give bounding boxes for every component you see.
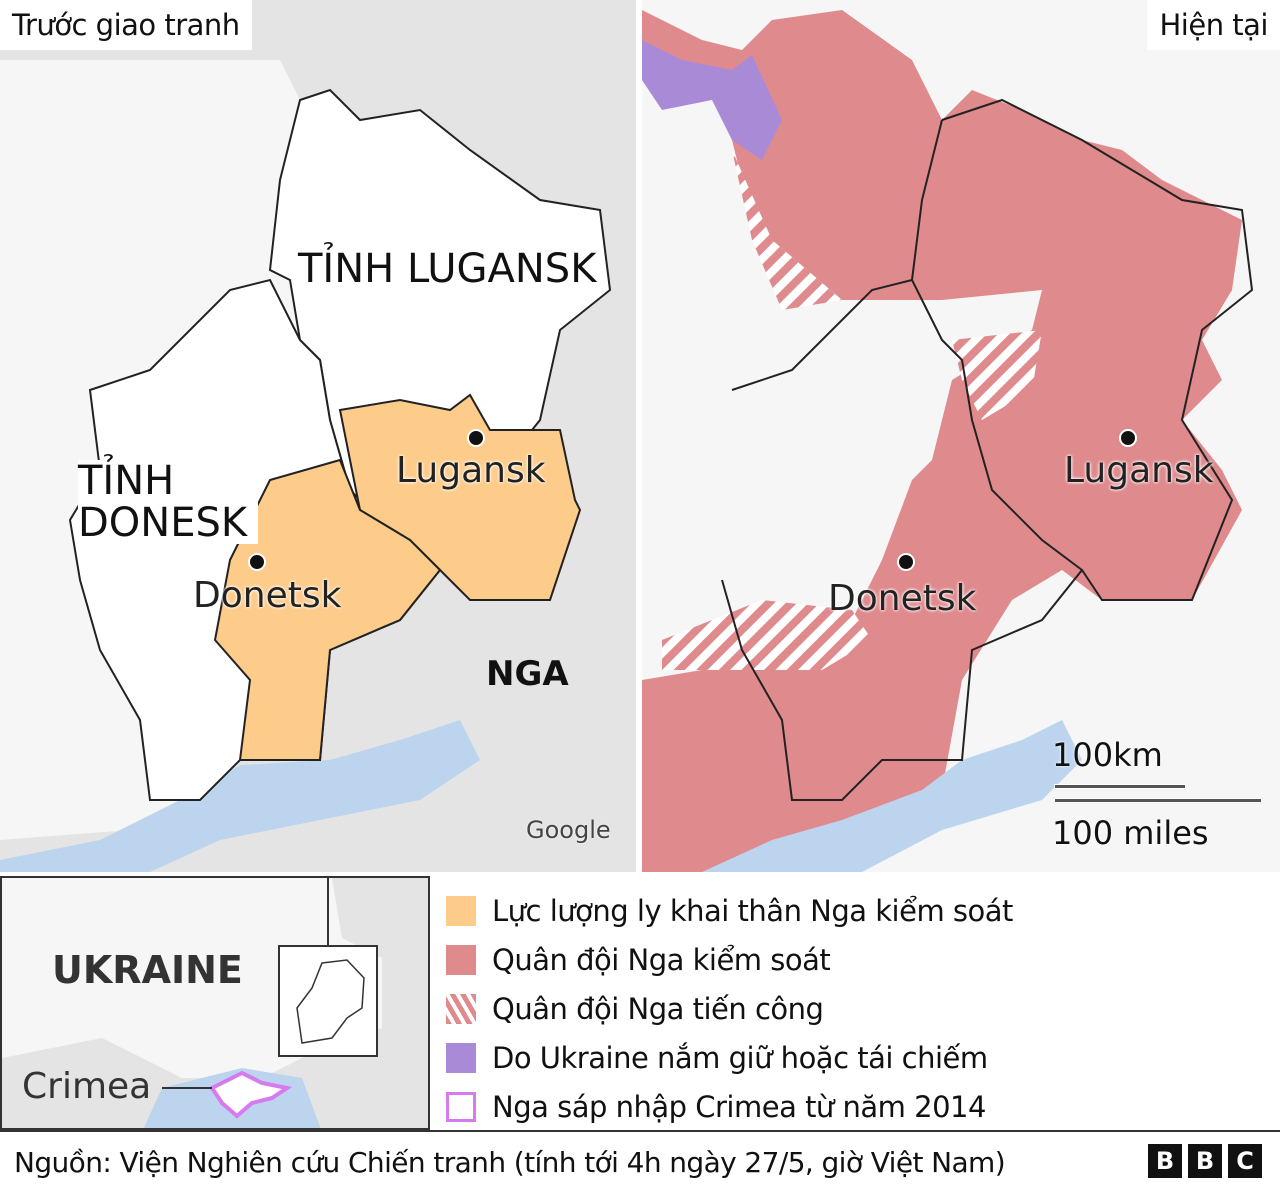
footer: Nguồn: Viện Nghiên cứu Chiến tranh (tính… bbox=[0, 1130, 1280, 1192]
legend-label: Lực lượng ly khai thân Nga kiểm soát bbox=[492, 893, 1013, 928]
scale-bar-miles bbox=[1054, 798, 1262, 803]
right-map-title: Hiện tại bbox=[1147, 0, 1280, 50]
legend-swatch-hatched bbox=[446, 993, 476, 1024]
source-text: Nguồn: Viện Nghiên cứu Chiến tranh (tính… bbox=[14, 1146, 1006, 1179]
scale-km-label: 100km bbox=[1052, 736, 1163, 774]
legend-item-ukraine-held: Do Ukraine nắm giữ hoặc tái chiếm bbox=[446, 1033, 1013, 1082]
legend-swatch bbox=[446, 944, 476, 975]
donbas-locator-box bbox=[278, 945, 378, 1057]
bbc-logo-letter: B bbox=[1148, 1144, 1182, 1178]
region-label-donetsk: TỈNH DONESK bbox=[78, 460, 258, 544]
city-label-lugansk: Lugansk bbox=[396, 450, 546, 491]
inset-map: UKRAINE Crimea bbox=[0, 876, 430, 1130]
legend-item-crimea: Nga sáp nhập Crimea từ năm 2014 bbox=[446, 1082, 1013, 1131]
left-map: Trước giao tranh TỈNH LUGANSK TỈNH DONES… bbox=[0, 0, 636, 872]
city-label-lugansk: Lugansk bbox=[1064, 450, 1214, 491]
legend-label: Nga sáp nhập Crimea từ năm 2014 bbox=[492, 1089, 986, 1124]
province-border-russia bbox=[941, 98, 1254, 601]
region-label-lugansk: TỈNH LUGANSK bbox=[294, 244, 601, 294]
country-label-russia: NGA bbox=[486, 654, 569, 694]
russian-advance-hatched-nw bbox=[732, 150, 842, 310]
province-border-north bbox=[731, 279, 913, 391]
legend: Lực lượng ly khai thân Nga kiểm soát Quâ… bbox=[446, 886, 1013, 1131]
province-border bbox=[721, 119, 1084, 801]
google-attribution: Google bbox=[526, 816, 611, 844]
separatist-donetsk-area bbox=[213, 458, 442, 761]
legend-item-russian-control: Quân đội Nga kiểm soát bbox=[446, 935, 1013, 984]
legend-label: Quân đội Nga tiến công bbox=[492, 991, 824, 1026]
crimea-outline bbox=[209, 1070, 293, 1119]
legend-swatch bbox=[446, 1042, 476, 1073]
scale-bar-km bbox=[1054, 784, 1186, 789]
left-map-graphic bbox=[0, 60, 612, 872]
city-label-donetsk: Donetsk bbox=[828, 578, 977, 619]
legend-item-russian-advance: Quân đội Nga tiến công bbox=[446, 984, 1013, 1033]
left-map-title: Trước giao tranh bbox=[0, 0, 252, 50]
city-marker-lugansk bbox=[467, 429, 485, 447]
bbc-logo-letter: C bbox=[1228, 1144, 1262, 1178]
city-marker-donetsk bbox=[897, 553, 915, 571]
legend-label: Do Ukraine nắm giữ hoặc tái chiếm bbox=[492, 1040, 988, 1075]
ukraine-recaptured-area bbox=[642, 40, 782, 160]
right-map-graphic bbox=[642, 0, 1280, 872]
sea bbox=[0, 720, 480, 872]
inset-label-ukraine: UKRAINE bbox=[52, 948, 243, 992]
inset-label-crimea: Crimea bbox=[22, 1066, 152, 1107]
legend-label: Quân đội Nga kiểm soát bbox=[492, 942, 831, 977]
inset-map-graphic bbox=[2, 878, 382, 1128]
russian-advance-hatched-north bbox=[952, 330, 1042, 420]
sea bbox=[702, 720, 1082, 872]
legend-swatch-outline bbox=[446, 1091, 476, 1122]
city-marker-donetsk bbox=[248, 553, 266, 571]
bbc-logo-letter: B bbox=[1188, 1144, 1222, 1178]
city-label-donetsk: Donetsk bbox=[193, 575, 342, 616]
donbas-outline bbox=[296, 959, 365, 1044]
legend-item-separatist: Lực lượng ly khai thân Nga kiểm soát bbox=[446, 886, 1013, 935]
city-marker-lugansk bbox=[1119, 429, 1137, 447]
right-map: Hiện tại Lugansk Donetsk 100km 100 miles bbox=[642, 0, 1280, 872]
russian-advance-hatched-area bbox=[662, 600, 872, 670]
scale-miles-label: 100 miles bbox=[1052, 814, 1209, 852]
bbc-logo: B B C bbox=[1148, 1144, 1262, 1178]
legend-swatch bbox=[446, 895, 476, 926]
